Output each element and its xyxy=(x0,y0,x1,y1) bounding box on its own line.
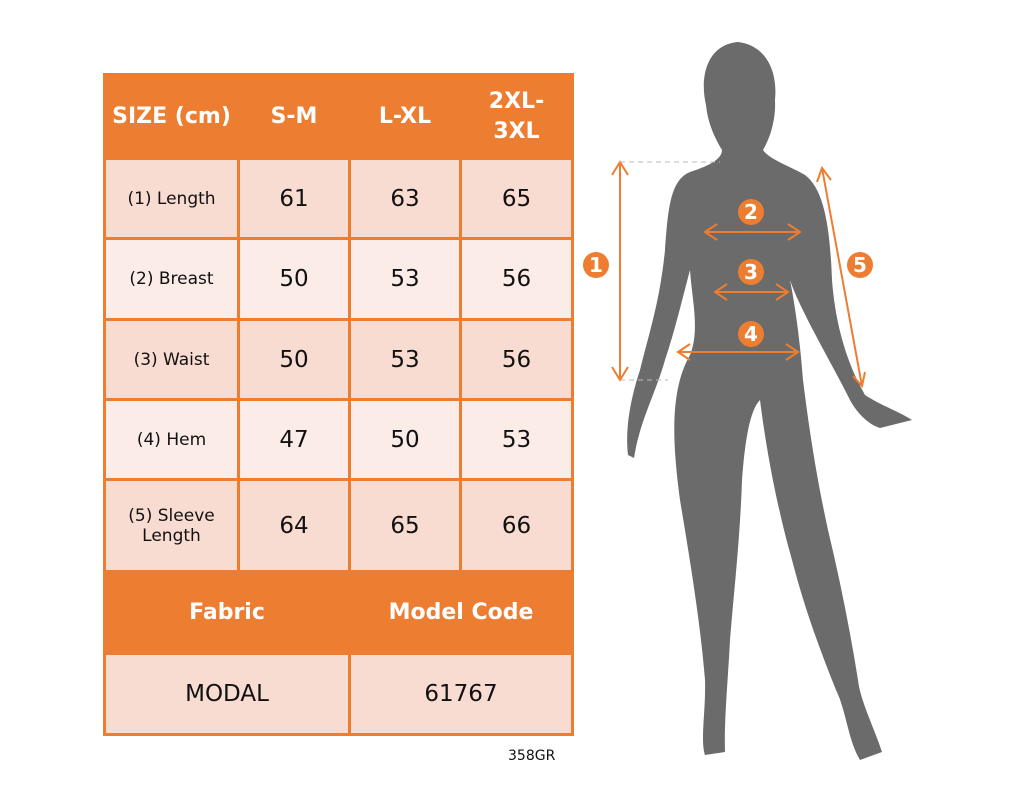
header-row: SIZE (cm) S-M L-XL 2XL-3XL xyxy=(103,73,574,160)
body-silhouette-figure: 1 2 3 4 5 xyxy=(583,42,912,760)
measurement-value: 53 xyxy=(459,398,574,481)
fabric-header: Fabric xyxy=(103,570,351,655)
table-row: (3) Waist 50 53 56 xyxy=(103,318,574,401)
marker-circle-1 xyxy=(583,252,609,278)
measurement-value: 50 xyxy=(348,398,462,481)
marker-circle-2 xyxy=(738,199,764,225)
info-header-row: Fabric Model Code xyxy=(103,570,574,655)
measurement-value: 56 xyxy=(459,237,574,321)
marker-circle-3 xyxy=(738,259,764,285)
marker-label-4: 4 xyxy=(744,322,758,346)
measurement-value: 53 xyxy=(348,237,462,321)
measurement-value: 47 xyxy=(237,398,351,481)
marker-label-5: 5 xyxy=(853,253,867,277)
table-row: (5) Sleeve Length 64 65 66 xyxy=(103,478,574,573)
info-value-row: MODAL 61767 xyxy=(103,652,574,736)
header-l-xl: L-XL xyxy=(348,73,462,160)
marker-label-1: 1 xyxy=(589,253,603,277)
measurement-label: (1) Length xyxy=(103,157,240,240)
product-code: 358GR xyxy=(508,748,556,764)
header-s-m: S-M xyxy=(237,73,351,160)
marker-circle-5 xyxy=(847,252,873,278)
table-row: (1) Length 61 63 65 xyxy=(103,157,574,240)
table-row: (4) Hem 47 50 53 xyxy=(103,398,574,481)
measurement-value: 64 xyxy=(237,478,351,573)
marker-circle-4 xyxy=(738,321,764,347)
measurement-value: 65 xyxy=(459,157,574,240)
fabric-value: MODAL xyxy=(103,652,351,736)
measurement-value: 63 xyxy=(348,157,462,240)
measurement-value: 65 xyxy=(348,478,462,573)
measurement-label: (2) Breast xyxy=(103,237,240,321)
table-row: (2) Breast 50 53 56 xyxy=(103,237,574,321)
measurement-value: 50 xyxy=(237,318,351,401)
header-2xl-3xl: 2XL-3XL xyxy=(459,73,574,160)
measurement-label: (4) Hem xyxy=(103,398,240,481)
header-size: SIZE (cm) xyxy=(103,73,240,160)
model-code-header: Model Code xyxy=(348,570,574,655)
size-chart-table: SIZE (cm) S-M L-XL 2XL-3XL (1) Length 61 6… xyxy=(103,73,574,736)
marker-label-3: 3 xyxy=(744,260,758,284)
silhouette xyxy=(627,42,912,760)
model-code-value: 61767 xyxy=(348,652,574,736)
measurement-label: (3) Waist xyxy=(103,318,240,401)
measurement-value: 56 xyxy=(459,318,574,401)
measurement-value: 50 xyxy=(237,237,351,321)
marker-label-2: 2 xyxy=(744,200,758,224)
measurement-value: 53 xyxy=(348,318,462,401)
measurement-label: (5) Sleeve Length xyxy=(103,478,240,573)
measurement-value: 61 xyxy=(237,157,351,240)
measurement-value: 66 xyxy=(459,478,574,573)
